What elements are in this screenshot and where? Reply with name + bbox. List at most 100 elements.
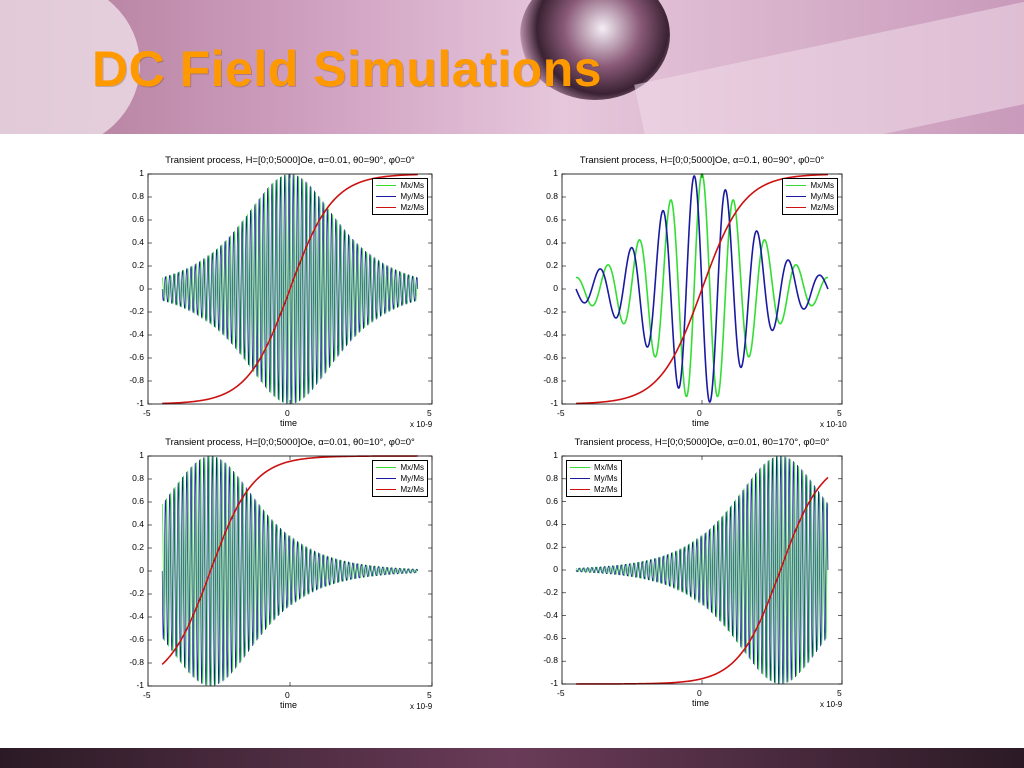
- y-tick-label: -0.6: [129, 352, 144, 362]
- y-tick-label: 0.2: [546, 541, 558, 552]
- y-tick-label: -1: [136, 398, 144, 408]
- y-tick-label: -0.4: [543, 609, 558, 620]
- legend-entry: Mz/Ms: [376, 202, 424, 213]
- y-tick-label: -1: [550, 398, 558, 408]
- y-tick-label: 0.4: [546, 518, 558, 529]
- header-banner: [0, 0, 1024, 134]
- y-tick-label: 1: [553, 168, 558, 178]
- legend-label: Mz/Ms: [810, 203, 834, 212]
- banner-dial-graphic: [0, 0, 140, 134]
- legend-swatch: [570, 467, 590, 468]
- x-axis-label: time: [692, 418, 710, 428]
- legend-label: Mx/Ms: [400, 181, 424, 190]
- x-tick-label: -5: [143, 690, 151, 700]
- y-tick-label: -0.2: [129, 306, 144, 316]
- x-axis-multiplier: x 10-9: [820, 700, 843, 709]
- chart-legend: Mx/Ms My/Ms Mz/Ms: [782, 178, 838, 215]
- chart-title: Transient process, H=[0;0;5000]Oe, α=0.1…: [579, 155, 825, 166]
- y-tick-label: -0.8: [543, 375, 558, 385]
- legend-entry: Mz/Ms: [786, 202, 834, 213]
- x-axis-multiplier: x 10-9: [410, 420, 433, 429]
- y-tick-label: -0.6: [543, 352, 558, 362]
- y-tick-label: -0.4: [129, 611, 144, 621]
- chart-legend: Mx/Ms My/Ms Mz/Ms: [372, 178, 428, 215]
- y-tick-label: 0.8: [132, 191, 144, 201]
- legend-swatch: [376, 185, 397, 186]
- y-tick-label: 0.4: [546, 237, 558, 247]
- legend-entry: Mx/Ms: [376, 462, 424, 473]
- x-tick-label: 5: [837, 408, 842, 418]
- series-line-my-ms: [161, 456, 419, 687]
- x-tick-label: -5: [557, 408, 565, 418]
- chart-panel-2: Transient process, H=[0;0;5000]Oe, α=0.1…: [543, 155, 846, 429]
- y-tick-label: -0.6: [543, 632, 558, 643]
- x-tick-label: 5: [427, 408, 432, 418]
- y-tick-label: 0: [139, 283, 144, 293]
- y-tick-label: 1: [553, 450, 558, 460]
- x-tick-label: 5: [427, 690, 432, 700]
- x-tick-label: 0: [697, 408, 702, 418]
- x-axis-multiplier: x 10-10: [820, 420, 847, 429]
- legend-label: Mz/Ms: [400, 203, 424, 212]
- y-tick-label: 1: [139, 168, 144, 178]
- y-tick-label: -0.4: [129, 329, 144, 339]
- y-tick-label: 0: [553, 283, 558, 293]
- legend-swatch: [786, 196, 807, 197]
- series-line-my-ms: [575, 455, 829, 684]
- y-tick-label: -0.8: [129, 375, 144, 385]
- y-tick-label: 0.6: [546, 214, 558, 224]
- y-tick-label: 0: [139, 565, 144, 575]
- legend-entry: My/Ms: [786, 191, 834, 202]
- legend-label: My/Ms: [400, 474, 424, 483]
- legend-swatch: [376, 478, 397, 479]
- x-tick-label: 0: [697, 688, 702, 698]
- y-tick-label: 0.2: [132, 260, 144, 270]
- chart-legend: Mx/Ms My/Ms Mz/Ms: [566, 460, 622, 497]
- series-line-mx-ms: [575, 456, 829, 685]
- legend-label: My/Ms: [594, 474, 618, 483]
- y-tick-label: 0.8: [132, 473, 144, 483]
- legend-entry: Mx/Ms: [786, 180, 834, 191]
- y-tick-label: 0.6: [132, 496, 144, 506]
- legend-swatch: [376, 207, 397, 208]
- y-tick-label: 0.8: [546, 191, 558, 201]
- footer-strip: [0, 748, 1024, 768]
- banner-arm-graphic: [634, 0, 1024, 134]
- x-tick-label: -5: [143, 408, 151, 418]
- y-tick-label: -0.8: [129, 657, 144, 667]
- y-tick-label: 0.8: [546, 472, 558, 483]
- legend-entry: My/Ms: [570, 473, 618, 484]
- legend-swatch: [376, 196, 397, 197]
- legend-swatch: [786, 207, 807, 208]
- legend-entry: My/Ms: [376, 191, 424, 202]
- x-tick-label: 5: [837, 688, 842, 698]
- legend-label: Mx/Ms: [810, 181, 834, 190]
- chart-panel-3: Transient process, H=[0;0;5000]Oe, α=0.0…: [129, 437, 433, 711]
- x-tick-label: -5: [557, 688, 565, 698]
- legend-swatch: [570, 478, 590, 479]
- y-tick-label: -0.8: [543, 655, 558, 666]
- legend-swatch: [376, 467, 397, 468]
- chart-title: Transient process, H=[0;0;5000]Oe, α=0.0…: [165, 437, 415, 448]
- legend-entry: Mx/Ms: [570, 462, 618, 473]
- y-tick-label: -0.2: [129, 588, 144, 598]
- legend-entry: My/Ms: [376, 473, 424, 484]
- chart-title: Transient process, H=[0;0;5000]Oe, α=0.0…: [165, 155, 415, 166]
- x-axis-label: time: [280, 418, 298, 428]
- x-axis-label: time: [280, 700, 298, 710]
- legend-label: Mx/Ms: [400, 463, 424, 472]
- y-tick-label: -0.6: [129, 634, 144, 644]
- legend-swatch: [786, 185, 807, 186]
- y-tick-label: -0.2: [543, 586, 558, 597]
- y-tick-label: 0.6: [546, 495, 558, 506]
- y-tick-label: 0.2: [546, 260, 558, 270]
- legend-entry: Mz/Ms: [376, 484, 424, 495]
- y-tick-label: -0.2: [543, 306, 558, 316]
- y-tick-label: -1: [136, 680, 144, 690]
- legend-label: Mz/Ms: [594, 485, 618, 494]
- y-tick-label: -1: [550, 678, 558, 688]
- legend-label: My/Ms: [400, 192, 424, 201]
- y-tick-label: 1: [139, 450, 144, 460]
- chart-panel-4: Transient process, H=[0;0;5000]Oe, α=0.0…: [543, 437, 843, 709]
- chart-title: Transient process, H=[0;0;5000]Oe, α=0.0…: [574, 437, 830, 448]
